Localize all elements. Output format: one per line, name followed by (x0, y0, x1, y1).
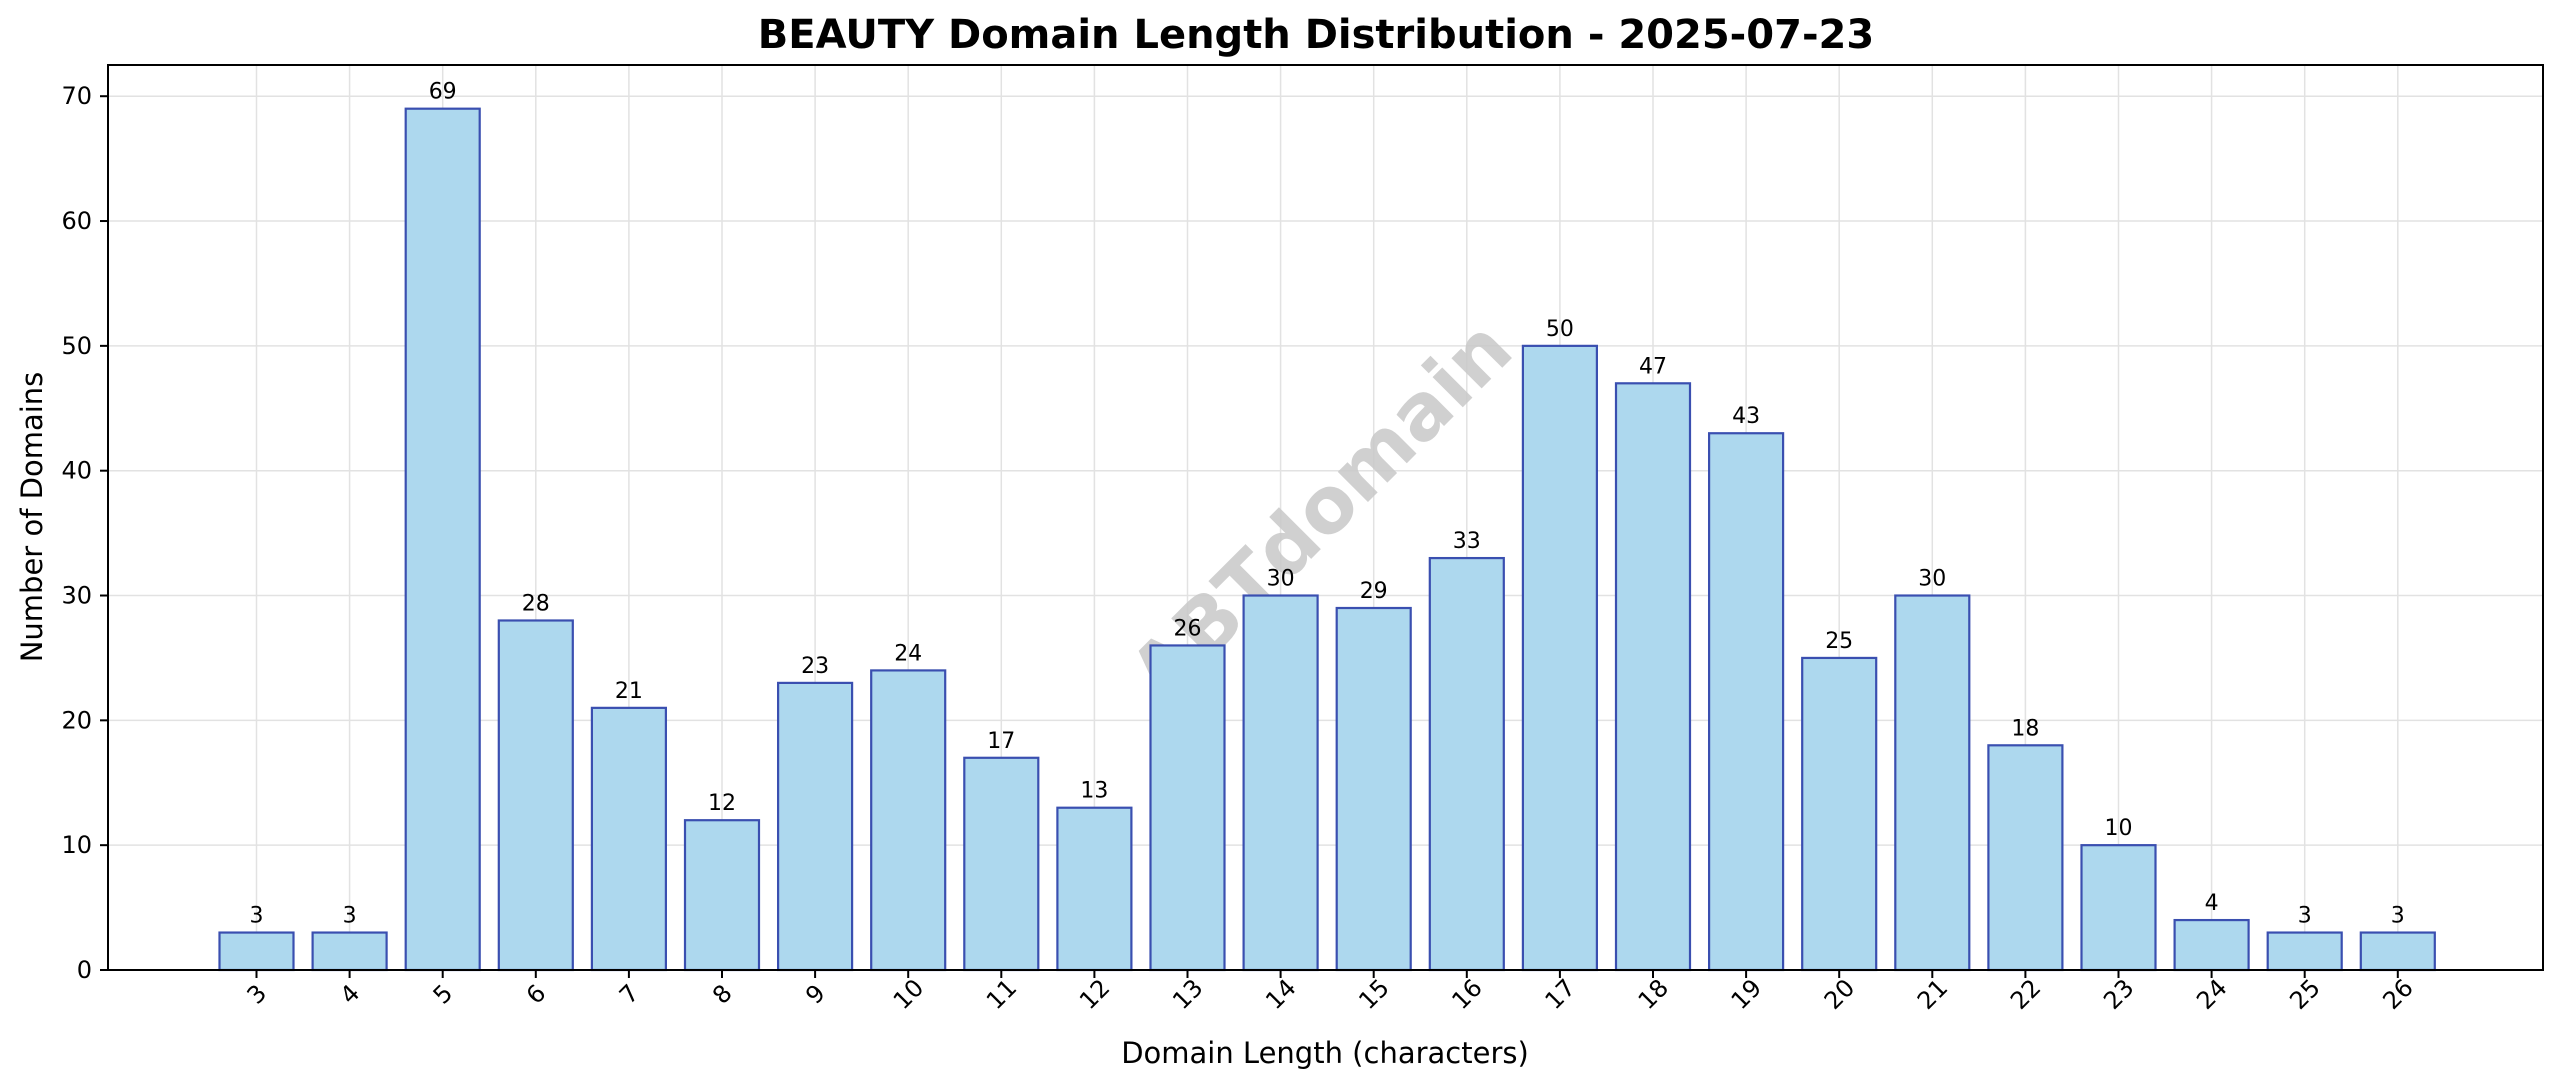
bar (2080, 844, 2157, 972)
bar (218, 931, 295, 972)
data-label: 25 (1825, 629, 1853, 654)
y-tick-label: 30 (61, 582, 92, 610)
x-axis-label: Domain Length (characters) (1121, 1036, 1529, 1070)
x-tick-label: 6 (521, 979, 552, 1010)
x-tick-label: 19 (1726, 974, 1767, 1015)
x-tick-label: 26 (2377, 974, 2418, 1015)
data-label: 17 (987, 729, 1015, 754)
data-label: 47 (1639, 354, 1667, 379)
bar (1149, 644, 1226, 972)
bar (1056, 806, 1133, 972)
data-label: 13 (1080, 779, 1108, 804)
bars-layer (218, 107, 2436, 972)
data-label: 50 (1546, 317, 1574, 342)
x-tick-label: 13 (1167, 974, 1208, 1015)
x-tick-label: 15 (1353, 974, 1394, 1015)
bar (683, 819, 761, 972)
x-tick-label: 21 (1912, 974, 1953, 1015)
data-label: 4 (2205, 891, 2219, 916)
data-label: 28 (522, 591, 550, 616)
bar (1242, 594, 1319, 972)
bar (776, 681, 854, 972)
x-tick-label: 9 (800, 979, 831, 1010)
y-tick-label: 40 (61, 457, 92, 485)
x-tick-label: 17 (1540, 974, 1581, 1015)
bar (590, 706, 668, 972)
x-tick-label: 12 (1074, 974, 1115, 1015)
x-tick-label: 4 (335, 979, 366, 1010)
data-label: 21 (615, 679, 643, 704)
data-label: 12 (708, 791, 736, 816)
plot-frame (107, 64, 2544, 971)
y-tick-label: 70 (61, 82, 92, 110)
bar (963, 756, 1040, 972)
data-label: 3 (250, 904, 264, 929)
bar (1521, 344, 1599, 972)
bar (1894, 594, 1971, 972)
x-tick-label: 16 (1446, 974, 1487, 1015)
data-label: 3 (2298, 904, 2312, 929)
data-label: 43 (1732, 404, 1760, 429)
y-tick-label: 0 (77, 956, 92, 984)
bar (1335, 606, 1412, 972)
data-label: 3 (343, 904, 357, 929)
x-tick-label: 11 (981, 974, 1022, 1015)
bar (870, 669, 947, 972)
y-tick-label: 50 (61, 332, 92, 360)
data-label: 33 (1453, 529, 1481, 554)
x-tick-label: 18 (1633, 974, 1674, 1015)
x-tick-label: 7 (614, 979, 645, 1010)
bar (1707, 432, 1785, 972)
x-tick-label: 24 (2191, 974, 2232, 1015)
y-axis-label: Number of Domains (15, 372, 49, 663)
x-tick-label: 20 (1819, 974, 1860, 1015)
data-label: 69 (429, 80, 457, 105)
bar (311, 931, 388, 972)
data-label: 24 (894, 641, 922, 666)
data-label: 30 (1918, 567, 1946, 592)
data-label: 3 (2391, 904, 2405, 929)
bar (2359, 931, 2436, 972)
bar (2173, 918, 2250, 972)
chart-title: BEAUTY Domain Length Distribution - 2025… (758, 12, 1874, 58)
data-label: 29 (1360, 579, 1388, 604)
y-tick-label: 60 (61, 207, 92, 235)
data-label: 18 (2011, 716, 2039, 741)
x-tick-label: 22 (2005, 974, 2046, 1015)
y-tick-label: 20 (61, 706, 92, 734)
bar (497, 619, 574, 972)
y-tick-label: 10 (61, 831, 92, 859)
data-label: 23 (801, 654, 829, 679)
x-tick-label: 14 (1260, 974, 1301, 1015)
data-label: 26 (1174, 616, 1202, 641)
bar (2266, 931, 2343, 972)
x-tick-label: 23 (2098, 974, 2139, 1015)
bar (1428, 556, 1505, 972)
x-tick-label: 5 (428, 979, 459, 1010)
data-label: 10 (2105, 816, 2133, 841)
bar (404, 107, 481, 972)
x-tick-label: 25 (2284, 974, 2325, 1015)
x-tick-label: 10 (888, 974, 929, 1015)
bar (1801, 656, 1878, 972)
bar (1614, 382, 1692, 972)
data-label: 30 (1267, 567, 1295, 592)
x-tick-label: 8 (707, 979, 738, 1010)
x-tick-label: 3 (242, 979, 273, 1010)
bar (1987, 744, 2064, 972)
